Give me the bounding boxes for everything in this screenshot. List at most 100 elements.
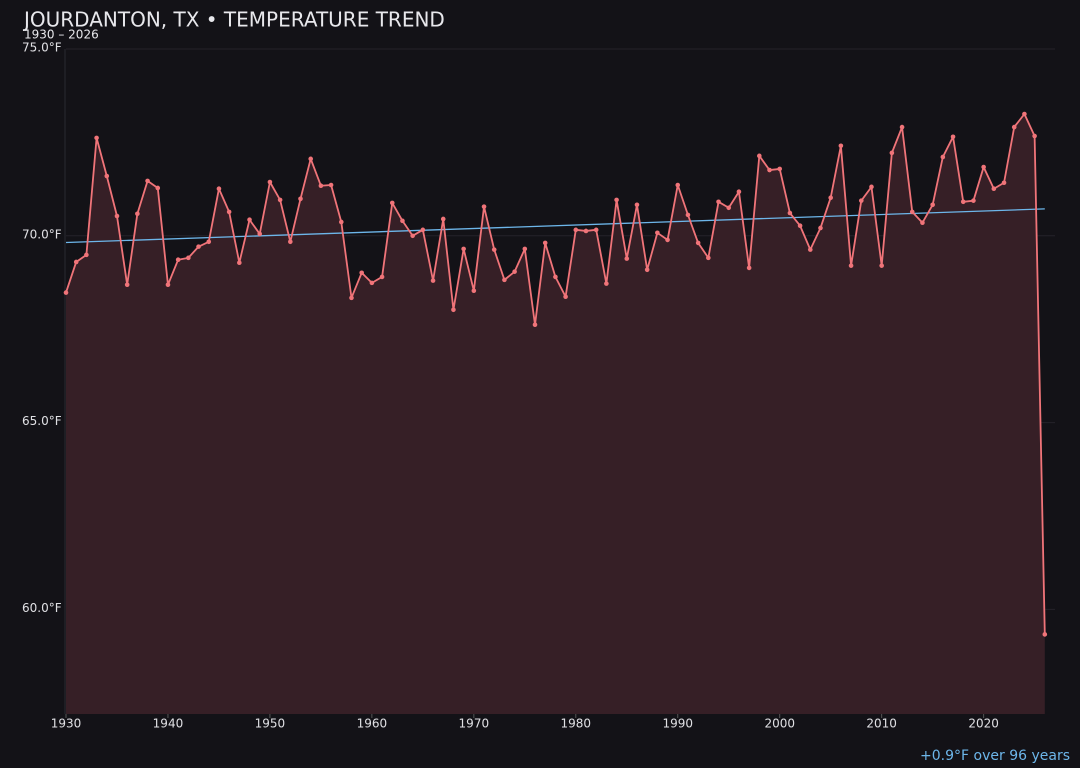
x-tick-label: 1990 [662,717,693,731]
point [359,270,364,276]
point [471,288,477,294]
point [400,218,405,224]
point [491,247,497,252]
point [532,322,538,328]
x-tick-label: 1980 [561,717,592,731]
point [522,246,528,252]
point [410,233,415,239]
point [848,263,854,268]
point [94,135,99,141]
point [440,216,446,222]
point [695,240,701,246]
x-tick-label: 2020 [968,717,999,731]
point [226,209,232,215]
point [940,154,946,160]
point [573,227,579,233]
point [950,134,956,140]
point [634,202,640,208]
point [930,202,935,208]
point [624,256,630,261]
x-tick-label: 2000 [764,717,795,731]
point [685,212,691,218]
point [604,281,609,286]
point [1001,180,1007,186]
point [155,185,161,191]
point [420,227,426,233]
point [237,260,242,265]
point [63,290,69,295]
point [196,244,201,249]
point [247,217,252,223]
point [186,255,191,261]
point [175,257,181,263]
x-tick-label: 1960 [357,717,388,731]
point [665,237,670,243]
point [593,227,599,233]
point [451,307,456,313]
point [746,265,752,271]
point [206,239,212,245]
y-tick-label: 65.0°F [22,414,62,428]
point [379,274,385,280]
point [104,173,110,179]
point [869,184,874,190]
point [797,223,803,229]
point [889,150,895,156]
point [960,199,966,205]
point [807,247,813,252]
point [757,153,762,159]
trend-line [65,208,1045,244]
point [655,230,660,236]
point [1032,133,1037,139]
point [828,195,833,200]
point [481,204,487,209]
point [909,209,915,215]
point [644,267,650,273]
y-tick-label: 75.0°F [22,41,62,55]
point [583,228,589,234]
point [84,252,89,258]
trend-annotation: +0.9°F over 96 years [920,748,1070,764]
point [736,189,742,195]
point [777,166,783,172]
point [288,239,293,245]
chart-title: JOURDANTON, TX • TEMPERATURE TREND [22,8,445,32]
point [542,240,548,246]
x-tick-label: 1950 [255,717,286,731]
point [787,210,793,216]
point [502,277,507,283]
point [991,186,997,192]
point [461,246,466,252]
point [1042,632,1048,637]
point [124,282,130,288]
x-tick-label: 1970 [459,717,490,731]
point [899,124,905,130]
point [328,182,334,188]
point [920,220,925,226]
point [767,167,772,173]
point [298,196,303,202]
point [135,211,140,217]
point [726,205,732,211]
point [879,263,884,268]
point [257,231,263,237]
point [1011,124,1017,130]
x-tick-label: 2010 [866,717,897,731]
point [1022,111,1027,117]
point [818,225,823,231]
x-tick-label: 1940 [153,717,184,731]
point [553,274,558,280]
point [318,183,324,189]
chart-subtitle: 1930 – 2026 [24,28,99,42]
point [349,295,354,301]
point [858,198,864,203]
point [838,143,844,149]
point [73,259,79,265]
point [716,199,721,205]
point [389,200,395,206]
point [369,280,375,286]
point [277,197,283,203]
point [512,269,517,274]
point [114,213,120,219]
